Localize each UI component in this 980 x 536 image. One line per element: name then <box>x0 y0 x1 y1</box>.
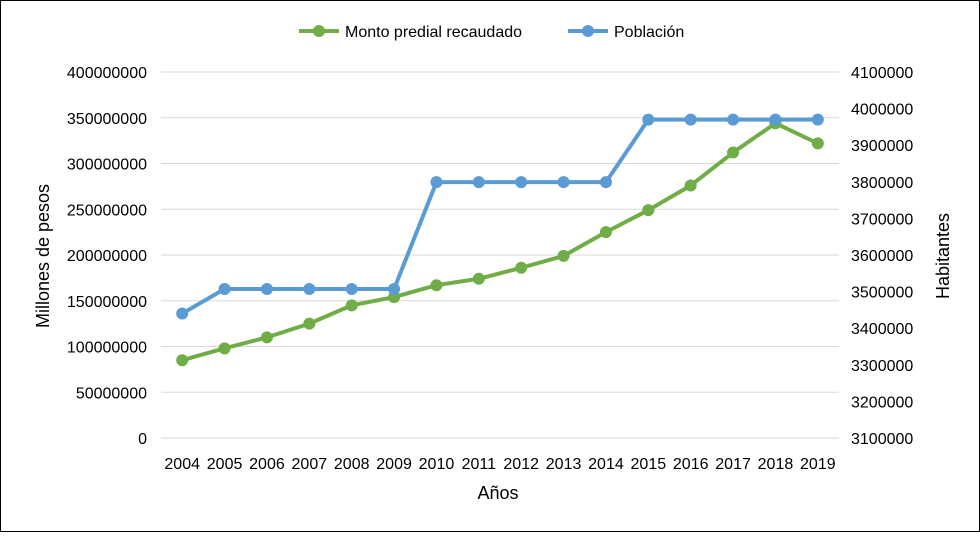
legend-swatch-marker <box>582 25 594 37</box>
legend-label: Monto predial recaudado <box>345 24 522 41</box>
data-point <box>430 176 443 189</box>
x-tick-label: 2019 <box>800 456 836 473</box>
y2-tick-label: 3500000 <box>851 285 913 302</box>
data-point <box>430 279 443 292</box>
data-point <box>260 283 273 296</box>
data-point <box>642 204 655 217</box>
data-point <box>472 176 485 189</box>
data-point <box>345 299 358 312</box>
data-point <box>557 249 570 262</box>
data-point <box>388 283 401 296</box>
y2-tick-label: 3700000 <box>851 211 913 228</box>
x-tick-label: 2006 <box>249 456 285 473</box>
x-tick-label: 2014 <box>588 456 624 473</box>
x-tick-label: 2008 <box>334 456 370 473</box>
y2-tick-label: 3400000 <box>851 321 913 338</box>
data-point <box>727 113 740 126</box>
data-point <box>345 283 358 296</box>
data-point <box>515 176 528 189</box>
y-axis-right: 3100000 3200000 3300000 3400000 3500000 36000… <box>851 65 913 448</box>
y-tick-label: 300000000 <box>67 157 147 174</box>
y2-tick-label: 4000000 <box>851 102 913 119</box>
data-point <box>684 113 697 126</box>
y2-tick-label: 3200000 <box>851 394 913 411</box>
data-point <box>260 331 273 344</box>
y2-axis-label: Habitantes <box>933 213 953 299</box>
data-point <box>811 137 824 150</box>
x-tick-label: 2012 <box>503 456 539 473</box>
data-point <box>515 261 528 274</box>
y-tick-label: 50000000 <box>76 385 147 402</box>
y-tick-label: 100000000 <box>67 340 147 357</box>
data-point <box>811 113 824 126</box>
data-point <box>599 226 612 239</box>
y-tick-label: 200000000 <box>67 248 147 265</box>
x-tick-label: 2005 <box>207 456 243 473</box>
data-point <box>769 113 782 126</box>
x-tick-label: 2016 <box>673 456 709 473</box>
x-tick-label: 2013 <box>546 456 582 473</box>
x-tick-label: 2011 <box>462 456 497 473</box>
data-point <box>642 113 655 126</box>
x-axis: 2004 2005 2006 2007 2008 2009 2010 2011 2012 2013… <box>164 456 835 473</box>
x-tick-label: 2007 <box>292 456 328 473</box>
x-tick-label: 2015 <box>631 456 667 473</box>
y2-tick-label: 3100000 <box>851 431 913 448</box>
legend-label: Población <box>614 24 684 41</box>
data-point <box>727 146 740 159</box>
series-layer <box>176 113 824 367</box>
data-point <box>303 283 316 296</box>
y-axis-label: Millones de pesos <box>33 184 53 328</box>
x-tick-label: 2004 <box>164 456 200 473</box>
data-point <box>599 176 612 189</box>
gridlines <box>161 71 839 439</box>
y2-tick-label: 4100000 <box>851 65 913 82</box>
data-point <box>176 307 189 320</box>
y-tick-label: 0 <box>138 431 147 448</box>
x-axis-label: Años <box>477 483 518 503</box>
data-point <box>684 179 697 192</box>
y-tick-label: 400000000 <box>67 65 147 82</box>
y-axis-left: 0 50000000 100000000 150000000 200000000 2500… <box>67 65 147 448</box>
y-tick-label: 350000000 <box>67 111 147 128</box>
x-tick-label: 2018 <box>758 456 794 473</box>
x-tick-label: 2009 <box>376 456 412 473</box>
legend: Monto predial recaudado Población <box>299 24 684 41</box>
legend-swatch-marker <box>313 25 325 37</box>
data-point <box>472 272 485 285</box>
y2-tick-label: 3800000 <box>851 175 913 192</box>
y2-tick-label: 3300000 <box>851 358 913 375</box>
data-point <box>176 354 189 367</box>
x-tick-label: 2017 <box>715 456 751 473</box>
data-point <box>218 283 231 296</box>
series-line-1 <box>180 121 820 363</box>
y2-tick-label: 3600000 <box>851 248 913 265</box>
data-point <box>218 342 231 355</box>
x-tick-label: 2010 <box>419 456 455 473</box>
series-line-2 <box>180 117 820 316</box>
data-point <box>557 176 570 189</box>
y-tick-label: 150000000 <box>67 294 147 311</box>
y2-tick-label: 3900000 <box>851 138 913 155</box>
y-tick-label: 250000000 <box>67 202 147 219</box>
data-point <box>303 317 316 330</box>
